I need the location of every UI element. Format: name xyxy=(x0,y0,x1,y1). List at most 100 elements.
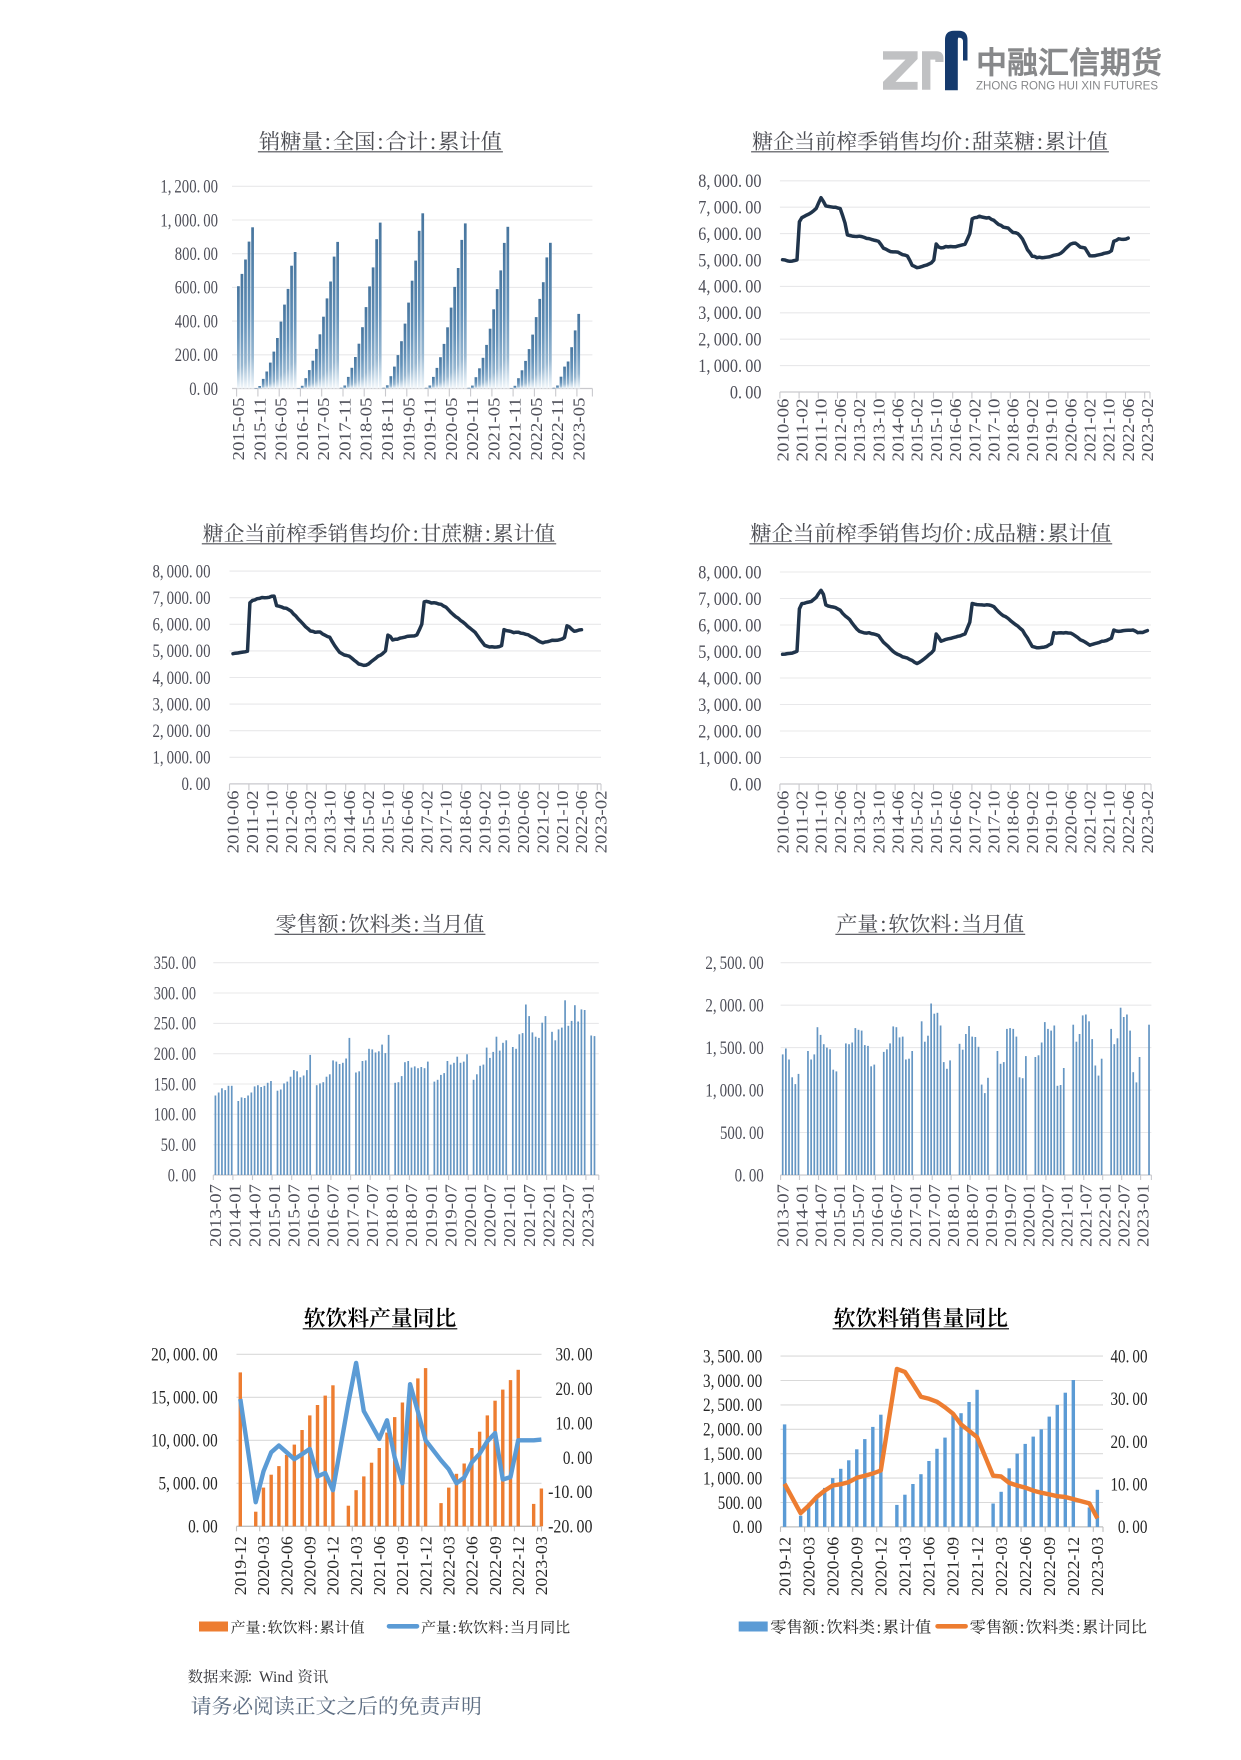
svg-text:300. 00: 300. 00 xyxy=(154,983,196,1004)
svg-text:350. 00: 350. 00 xyxy=(154,953,196,974)
svg-text:2017-07: 2017-07 xyxy=(363,1183,382,1247)
svg-text:2023-01: 2023-01 xyxy=(579,1184,598,1247)
svg-text:10. 00: 10. 00 xyxy=(1111,1475,1148,1496)
svg-text:Wind: Wind xyxy=(259,1669,293,1686)
svg-text:4, 000. 00: 4, 000. 00 xyxy=(153,668,211,689)
svg-text:3, 500. 00: 3, 500. 00 xyxy=(703,1346,762,1367)
svg-text:2022-07: 2022-07 xyxy=(559,1183,578,1247)
svg-text:2016-01: 2016-01 xyxy=(304,1184,323,1247)
svg-text:2018-06: 2018-06 xyxy=(1004,790,1023,853)
svg-text:2020-06: 2020-06 xyxy=(514,790,533,853)
svg-text:2022-01: 2022-01 xyxy=(539,1184,558,1247)
svg-text:2022-06: 2022-06 xyxy=(1119,399,1138,462)
svg-text:2019-10: 2019-10 xyxy=(495,790,514,853)
svg-text:2019-10: 2019-10 xyxy=(1042,791,1061,854)
svg-text:6, 000. 00: 6, 000. 00 xyxy=(698,615,761,636)
svg-text:40. 00: 40. 00 xyxy=(1111,1346,1148,1367)
svg-text:30. 00: 30. 00 xyxy=(1111,1389,1148,1410)
svg-text:20. 00: 20. 00 xyxy=(556,1379,593,1400)
svg-text:1, 000. 00: 1, 000. 00 xyxy=(698,748,761,769)
svg-text:2016-06: 2016-06 xyxy=(398,790,417,853)
svg-text:2021-09: 2021-09 xyxy=(944,1537,963,1596)
svg-text:100. 00: 100. 00 xyxy=(154,1105,196,1126)
svg-text:2017-10: 2017-10 xyxy=(985,791,1004,854)
svg-text:0. 00: 0. 00 xyxy=(189,379,218,400)
svg-text:600. 00: 600. 00 xyxy=(175,278,218,299)
svg-text:2013-10: 2013-10 xyxy=(869,399,888,462)
svg-text:0. 00: 0. 00 xyxy=(733,1517,763,1538)
svg-text:2023-01: 2023-01 xyxy=(1133,1184,1152,1247)
svg-text:2017-11: 2017-11 xyxy=(335,398,354,461)
svg-text:2020-01: 2020-01 xyxy=(1020,1184,1039,1247)
svg-text:2022-06: 2022-06 xyxy=(1016,1537,1035,1596)
svg-text:7, 000. 00: 7, 000. 00 xyxy=(698,589,761,610)
svg-text:10, 000. 00: 10, 000. 00 xyxy=(151,1431,218,1452)
svg-text:2015-01: 2015-01 xyxy=(830,1184,849,1247)
svg-text:2016-06: 2016-06 xyxy=(946,399,965,462)
svg-text:2021-03: 2021-03 xyxy=(347,1536,366,1595)
svg-text:2015-02: 2015-02 xyxy=(908,791,927,854)
svg-text:2021-11: 2021-11 xyxy=(506,398,525,461)
svg-text:2022-12: 2022-12 xyxy=(509,1536,528,1595)
svg-text:2017-05: 2017-05 xyxy=(314,398,333,461)
svg-text:3, 000. 00: 3, 000. 00 xyxy=(153,694,211,715)
svg-text:2022-09: 2022-09 xyxy=(486,1536,505,1595)
svg-text:2017-01: 2017-01 xyxy=(343,1184,362,1247)
svg-text:2019-12: 2019-12 xyxy=(231,1536,250,1595)
svg-text:2020-06: 2020-06 xyxy=(1061,399,1080,462)
svg-text:2011-02: 2011-02 xyxy=(243,790,262,853)
svg-text:2019-02: 2019-02 xyxy=(1023,791,1042,854)
svg-text:2018-11: 2018-11 xyxy=(378,398,397,461)
svg-text:2019-05: 2019-05 xyxy=(399,398,418,461)
svg-text:2019-07: 2019-07 xyxy=(441,1183,460,1247)
svg-text:2023-05: 2023-05 xyxy=(569,398,588,461)
svg-text:2022-01: 2022-01 xyxy=(1096,1184,1115,1247)
svg-text:1, 200. 00: 1, 200. 00 xyxy=(160,177,218,198)
svg-text:4, 000. 00: 4, 000. 00 xyxy=(698,668,761,689)
svg-text:7, 000. 00: 7, 000. 00 xyxy=(698,198,761,219)
svg-text:2022-03: 2022-03 xyxy=(439,1536,458,1595)
svg-text:2020-12: 2020-12 xyxy=(872,1537,891,1596)
svg-text:2021-06: 2021-06 xyxy=(370,1536,389,1595)
svg-text:7, 000. 00: 7, 000. 00 xyxy=(153,588,211,609)
svg-text:2020-07: 2020-07 xyxy=(1039,1183,1058,1247)
svg-text:2020-11: 2020-11 xyxy=(463,398,482,461)
svg-text:2015-01: 2015-01 xyxy=(265,1184,284,1247)
svg-text:2023-03: 2023-03 xyxy=(532,1536,551,1595)
svg-text:-10. 00: -10. 00 xyxy=(548,1482,592,1503)
svg-text:2013-02: 2013-02 xyxy=(850,791,869,854)
svg-text:2015-07: 2015-07 xyxy=(849,1183,868,1247)
svg-text:2020-06: 2020-06 xyxy=(823,1537,842,1596)
svg-text:2019-11: 2019-11 xyxy=(421,398,440,461)
svg-text:2020-07: 2020-07 xyxy=(481,1183,500,1247)
svg-text:2011-10: 2011-10 xyxy=(812,791,831,854)
svg-text:2021-12: 2021-12 xyxy=(968,1537,987,1596)
svg-text:5, 000. 00: 5, 000. 00 xyxy=(159,1474,218,1495)
svg-text:2018-05: 2018-05 xyxy=(357,398,376,461)
svg-text:2021-07: 2021-07 xyxy=(1077,1183,1096,1247)
svg-text:2020-06: 2020-06 xyxy=(1061,791,1080,854)
svg-text:2017-10: 2017-10 xyxy=(437,790,456,853)
svg-text:2021-01: 2021-01 xyxy=(1058,1184,1077,1247)
svg-text:0. 00: 0. 00 xyxy=(730,774,762,795)
svg-text:0. 00: 0. 00 xyxy=(188,1517,218,1538)
svg-text:2018-01: 2018-01 xyxy=(383,1184,402,1247)
svg-text:2020-03: 2020-03 xyxy=(254,1536,273,1595)
svg-text:2015-02: 2015-02 xyxy=(359,790,378,853)
svg-text:2019-10: 2019-10 xyxy=(1042,399,1061,462)
svg-text:200. 00: 200. 00 xyxy=(175,345,218,366)
svg-text:2022-12: 2022-12 xyxy=(1064,1537,1083,1596)
svg-text:2019-02: 2019-02 xyxy=(475,790,494,853)
svg-text:400. 00: 400. 00 xyxy=(175,311,218,332)
svg-text:2018-07: 2018-07 xyxy=(963,1183,982,1247)
svg-text:2020-05: 2020-05 xyxy=(442,398,461,461)
svg-text:5, 000. 00: 5, 000. 00 xyxy=(698,642,761,663)
svg-text:0. 00: 0. 00 xyxy=(182,774,211,795)
svg-text:2021-07: 2021-07 xyxy=(520,1183,539,1247)
svg-text:6, 000. 00: 6, 000. 00 xyxy=(153,615,211,636)
svg-text:2012-06: 2012-06 xyxy=(831,399,850,462)
svg-text:1, 500. 00: 1, 500. 00 xyxy=(703,1444,762,1465)
svg-text:2017-02: 2017-02 xyxy=(965,399,984,462)
svg-text:3, 000. 00: 3, 000. 00 xyxy=(698,695,761,716)
svg-text:2022-07: 2022-07 xyxy=(1115,1183,1134,1247)
